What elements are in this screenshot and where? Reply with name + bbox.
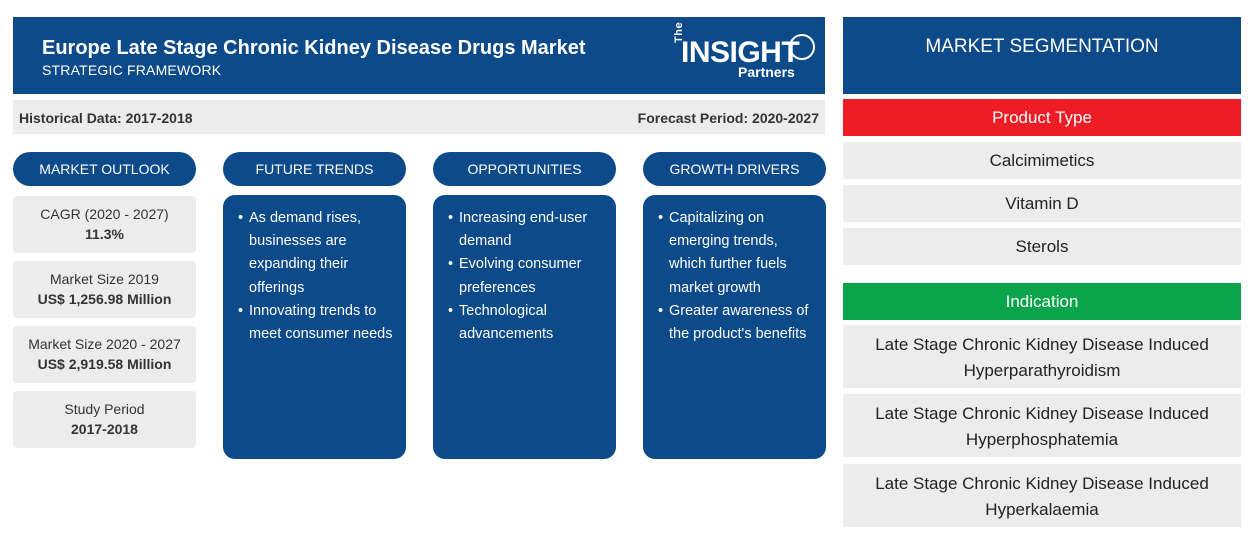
- segment-item: Sterols: [843, 228, 1241, 265]
- outlook-value: 11.3%: [85, 226, 124, 242]
- logo-partners-text: Partners: [738, 64, 795, 80]
- insight-partners-logo: The INSIGHT Partners: [665, 22, 815, 87]
- trend-item: Innovating trends to meet consumer needs: [238, 300, 398, 346]
- driver-item: Capitalizing on emerging trends, which f…: [658, 207, 818, 300]
- segment-item: Vitamin D: [843, 185, 1241, 222]
- segment-category-indication: Indication: [843, 283, 1241, 320]
- growth-drivers-panel: Capitalizing on emerging trends, which f…: [643, 195, 826, 459]
- logo-ring-icon: [789, 34, 815, 60]
- logo-insight-text: INSIGHT: [681, 36, 800, 69]
- opportunities-heading: OPPORTUNITIES: [433, 152, 616, 186]
- market-segmentation-heading: MARKET SEGMENTATION: [843, 17, 1241, 94]
- segment-category-product-type: Product Type: [843, 99, 1241, 136]
- outlook-value: US$ 1,256.98 Million: [37, 291, 172, 307]
- outlook-value: US$ 2,919.58 Million: [37, 356, 172, 372]
- segment-item: Late Stage Chronic Kidney Disease Induce…: [843, 325, 1241, 388]
- driver-item: Greater awareness of the product's benef…: [658, 300, 818, 346]
- outlook-label: CAGR (2020 - 2027): [40, 206, 169, 222]
- opportunity-item: Evolving consumer preferences: [448, 253, 608, 299]
- outlook-card-market-size-2019: Market Size 2019 US$ 1,256.98 Million: [13, 261, 196, 318]
- growth-drivers-heading: GROWTH DRIVERS: [643, 152, 826, 186]
- page-subtitle: STRATEGIC FRAMEWORK: [42, 62, 222, 78]
- opportunity-item: Technological advancements: [448, 300, 608, 346]
- outlook-label: Market Size 2020 - 2027: [28, 336, 181, 352]
- page-title: Europe Late Stage Chronic Kidney Disease…: [42, 37, 586, 59]
- outlook-value: 2017-2018: [71, 421, 138, 437]
- trend-item: As demand rises, businesses are expandin…: [238, 207, 398, 300]
- segment-item: Late Stage Chronic Kidney Disease Induce…: [843, 394, 1241, 457]
- outlook-label: Market Size 2019: [50, 271, 159, 287]
- market-outlook-heading: MARKET OUTLOOK: [13, 152, 196, 186]
- report-header: Europe Late Stage Chronic Kidney Disease…: [13, 17, 825, 94]
- outlook-card-market-size-forecast: Market Size 2020 - 2027 US$ 2,919.58 Mil…: [13, 326, 196, 383]
- segment-item: Late Stage Chronic Kidney Disease Induce…: [843, 464, 1241, 527]
- future-trends-panel: As demand rises, businesses are expandin…: [223, 195, 406, 459]
- historical-data-label: Historical Data: 2017-2018: [19, 110, 193, 126]
- period-bar: Historical Data: 2017-2018 Forecast Peri…: [13, 100, 825, 134]
- future-trends-heading: FUTURE TRENDS: [223, 152, 406, 186]
- outlook-label: Study Period: [64, 401, 145, 417]
- opportunity-item: Increasing end-user demand: [448, 207, 608, 253]
- opportunities-panel: Increasing end-user demand Evolving cons…: [433, 195, 616, 459]
- outlook-card-study-period: Study Period 2017-2018: [13, 391, 196, 448]
- forecast-period-label: Forecast Period: 2020-2027: [637, 110, 819, 126]
- outlook-card-cagr: CAGR (2020 - 2027) 11.3%: [13, 196, 196, 253]
- segment-item: Calcimimetics: [843, 142, 1241, 179]
